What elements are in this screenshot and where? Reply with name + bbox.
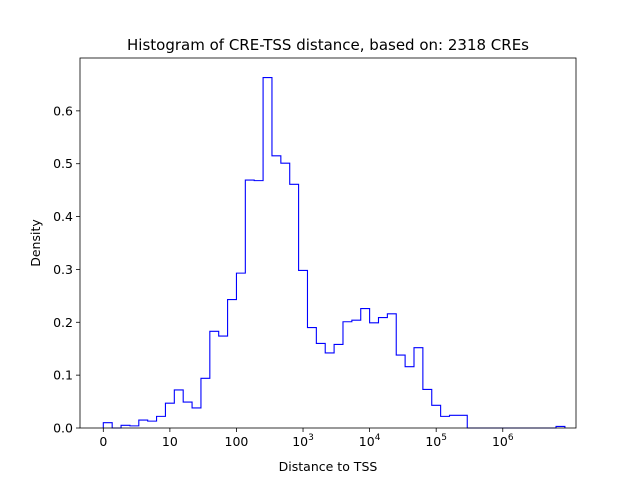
x-tick-exponent: 5 bbox=[441, 433, 447, 443]
x-tick-label: 100 bbox=[225, 434, 249, 449]
y-tick-label: 0.1 bbox=[53, 368, 73, 383]
x-tick-label: 0 bbox=[99, 434, 107, 449]
x-tick-label: 106 bbox=[492, 433, 514, 449]
x-tick-label: 10 bbox=[162, 434, 178, 449]
x-tick-label: 104 bbox=[359, 433, 381, 449]
x-tick-exponent: 3 bbox=[308, 433, 314, 443]
x-tick-exponent: 4 bbox=[375, 433, 381, 443]
histogram-step-line bbox=[102, 77, 566, 429]
axes-frame bbox=[79, 57, 577, 429]
y-axis-label: Density bbox=[28, 219, 43, 267]
x-tick-base: 10 bbox=[425, 434, 441, 449]
x-axis-label: Distance to TSS bbox=[279, 459, 378, 474]
x-tick-label: 105 bbox=[425, 433, 447, 449]
y-tick-label: 0.4 bbox=[53, 209, 73, 224]
x-tick-exponent: 6 bbox=[508, 433, 514, 443]
y-axis: 0.0 0.1 0.2 0.3 0.4 0.5 0.6 bbox=[53, 103, 80, 436]
y-tick-label: 0.3 bbox=[53, 262, 73, 277]
y-tick-label: 0.6 bbox=[53, 103, 73, 118]
plot-area bbox=[102, 77, 566, 429]
x-tick-base: 10 bbox=[492, 434, 508, 449]
x-axis: 0 10 100 103 104 105 106 bbox=[99, 428, 514, 449]
y-tick-label: 0.0 bbox=[53, 421, 73, 436]
x-tick-base: 10 bbox=[292, 434, 308, 449]
y-tick-label: 0.2 bbox=[53, 315, 73, 330]
x-tick-base: 10 bbox=[359, 434, 375, 449]
chart-title: Histogram of CRE-TSS distance, based on:… bbox=[127, 36, 529, 54]
y-tick-label: 0.5 bbox=[53, 156, 73, 171]
x-tick-label: 103 bbox=[292, 433, 314, 449]
